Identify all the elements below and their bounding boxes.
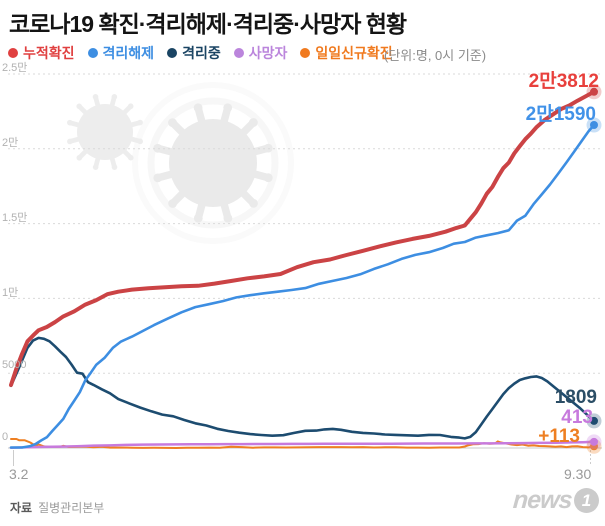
legend-item-active: 격리중 (167, 43, 221, 63)
legend-item-released: 격리해제 (87, 43, 155, 63)
x-axis-label-start: 3.2 (9, 466, 29, 482)
legend-item-deaths: 사망자 (233, 43, 288, 63)
y-axis-label-15000: 1.5만 (2, 212, 28, 224)
x-axis-label-end: 9.30 (564, 466, 592, 482)
page-title: 코로나19 확진·격리해제·격리중·사망자 현황 (9, 11, 407, 37)
data-series-lines (9, 84, 602, 454)
y-axis-label-10000: 1만 (2, 287, 19, 299)
source-value: 질병관리본부 (38, 501, 105, 515)
released-dot-icon (87, 48, 98, 58)
unit-note: (단위:명, 0시 기준) (384, 48, 487, 63)
legend-label: 사망자 (248, 45, 288, 61)
legend-item-daily: 일일신규확진 (300, 43, 393, 63)
source-label: 자료 (10, 501, 33, 515)
news1-logo-digit: 1 (574, 488, 599, 513)
daily-end-value: +113 (538, 426, 580, 447)
news1-logo: news 1 (513, 486, 599, 515)
legend-item-cumulative: 누적확진 (8, 43, 75, 63)
daily-dot-icon (300, 48, 311, 58)
source-credit: 자료 질병관리본부 (10, 499, 104, 516)
cumulative-end-value: 2만3812 (528, 71, 599, 92)
news1-logo-text: news (512, 486, 574, 514)
legend-label: 일일신규확진 (315, 45, 393, 61)
chart-legend: 누적확진 격리해제 격리중 사망자 일일신규확진 (8, 43, 406, 63)
y-axis-label-20000: 2만 (2, 137, 19, 149)
y-axis-label-25000: 2.5만 (2, 62, 28, 74)
legend-label: 격리중 (182, 45, 221, 61)
deaths-end-value: 413 (561, 407, 593, 428)
active-end-value: 1809 (554, 387, 597, 408)
cumulative-dot-icon (8, 48, 18, 58)
active-dot-icon (167, 48, 178, 58)
legend-label: 격리해제 (102, 45, 155, 61)
released-end-value: 2만1590 (525, 104, 596, 125)
y-axis-label-0: 0 (2, 431, 9, 443)
legend-label: 누적확진 (23, 45, 75, 61)
coronavirus-watermark-icon (67, 82, 294, 244)
deaths-dot-icon (233, 48, 244, 58)
y-axis-label-5000: 5000 (2, 359, 27, 371)
